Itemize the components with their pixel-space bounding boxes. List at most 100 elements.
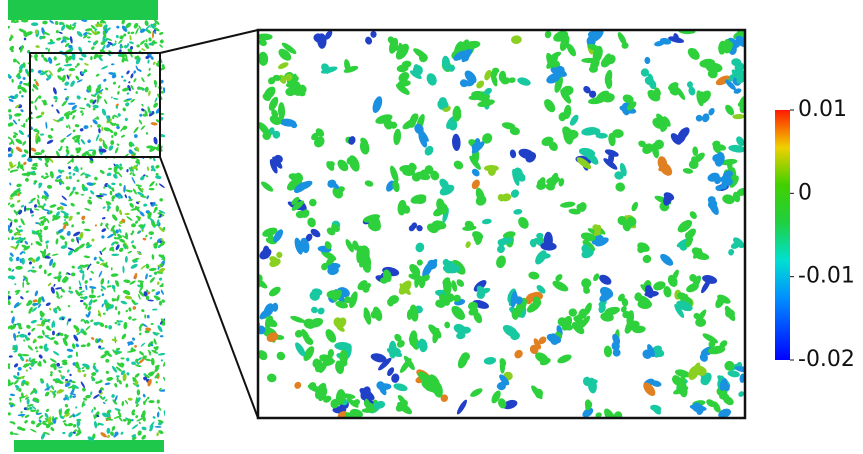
blob [26,282,30,286]
blob [50,127,54,131]
blob [18,129,25,136]
blob [30,197,36,202]
blob [556,353,573,366]
blob [91,288,94,294]
blob [7,237,10,240]
blob [31,243,33,246]
blob [267,285,282,299]
blob [141,426,147,431]
blob [93,176,98,181]
blob [22,354,30,357]
blob [67,305,70,308]
blob [56,37,62,41]
zoom-view [249,16,753,426]
blob [115,40,117,43]
blob [98,137,103,142]
blob [117,376,119,382]
blob [138,119,143,125]
blob [68,68,75,72]
blob [64,403,69,408]
blob [43,175,50,180]
blob [124,295,132,300]
blob [148,275,152,278]
blob [156,173,159,176]
blob [20,296,25,300]
blob [66,133,72,138]
blob [153,80,157,86]
blob [111,135,113,138]
blob [18,119,20,122]
blob [9,398,12,401]
blob [141,103,144,106]
blob [8,412,11,416]
blob [103,78,107,82]
blob [370,30,377,38]
blob [47,185,52,189]
blob [149,276,156,283]
blob [128,397,133,401]
blob [34,152,42,155]
blob [452,134,462,152]
blob [39,35,43,40]
blob [18,225,21,228]
blob [102,401,105,404]
blob [64,81,70,87]
blob [258,51,269,66]
blob [414,195,426,204]
blob [111,63,115,65]
blob [104,99,108,105]
blob [102,206,106,209]
blob [482,218,493,225]
blob [133,126,140,134]
blob [45,47,48,50]
blob [160,335,164,337]
blob [19,398,21,403]
blob [80,138,86,145]
blob [155,164,160,169]
blob [67,431,73,438]
blob [17,331,20,334]
zoom-line [160,157,258,418]
blob [614,181,626,193]
blob [90,125,92,128]
blob [727,248,734,256]
blob [128,141,133,148]
blob [126,70,131,75]
blob [124,399,128,404]
blob [65,379,68,381]
blob [77,46,83,53]
blob [100,288,103,292]
blob [24,240,29,245]
blob [310,306,318,314]
blob [34,204,38,208]
blob [15,138,24,145]
blob [133,306,137,310]
blob [31,214,35,217]
blob [70,238,75,243]
blob [121,134,126,138]
blob [140,125,146,131]
blob [81,344,87,347]
blob [136,44,140,48]
blob [131,223,137,228]
blob [124,194,127,199]
blob [79,57,84,61]
blob [91,238,95,242]
blob [105,382,111,385]
blob [61,100,68,107]
blob [144,86,149,92]
blob [131,176,136,184]
blob [9,252,14,258]
blob [74,412,82,418]
blob [83,255,90,259]
blob [142,238,146,241]
blob [142,394,146,398]
blob [162,376,167,383]
blob [110,140,114,145]
blob [147,315,150,319]
blob [156,432,159,436]
blob [80,381,86,389]
blob [28,261,32,265]
blob [39,229,42,233]
blob [134,345,138,349]
